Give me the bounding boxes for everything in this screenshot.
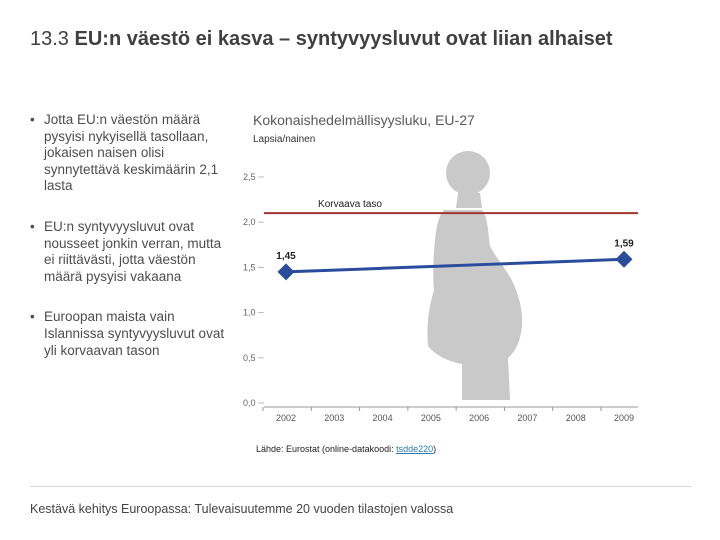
y-axis-unit: Lapsia/nainen [253,134,316,145]
silhouette-arm [433,216,448,292]
chart-title: Kokonaishedelmällisyysluku, EU-27 [253,112,475,128]
bullet-item: • Jotta EU:n väestön määrä pysyisi nykyi… [30,112,230,195]
data-label: 1,45 [276,251,296,262]
bullet-item: • EU:n syntyvyysluvut ovat nousseet jonk… [30,219,230,285]
source-prefix: Lähde: Eurostat (online-datakoodi: [256,444,397,454]
bullet-text: EU:n syntyvyysluvut ovat nousseet jonkin… [44,218,222,284]
x-axis: 2002 2003 2004 2005 2006 2007 2008 2009 [262,406,638,423]
silhouette-body [427,210,523,400]
data-label: 1,59 [614,238,634,249]
y-tick-label: 1,5 [243,262,256,272]
x-tick-label: 2004 [373,413,393,423]
y-tick-label: 0,0 [243,398,256,408]
slide-title: 13.3 EU:n väestö ei kasva – syntyvyysluv… [30,26,690,52]
y-tick-label: 1,0 [243,308,256,318]
fertility-chart: 0,00,51,01,52,02,5 2002 2003 2004 2005 2006 2… [243,151,638,423]
series-endpoint-marker [277,263,295,281]
footer-divider [30,486,692,487]
x-tick-label: 2008 [566,413,586,423]
source-code-link[interactable]: tsdde220 [396,444,434,454]
y-tick-label: 2,5 [243,172,256,182]
x-tick-label: 2007 [517,413,537,423]
x-tick-label: 2009 [614,413,634,423]
y-tick-label: 0,5 [243,353,256,363]
x-tick-label: 2005 [421,413,441,423]
bullet-item: • Euroopan maista vain Islannissa syntyv… [30,309,230,359]
pregnant-woman-silhouette [427,151,523,400]
reference-line-label: Korvaava taso [318,199,382,210]
x-tick-label: 2003 [324,413,344,423]
series-endpoint-marker [615,250,633,268]
footer-text: Kestävä kehitys Euroopassa: Tulevaisuute… [30,502,454,516]
bullet-text: Jotta EU:n väestön määrä pysyisi nykyise… [44,112,219,194]
x-tick-label: 2002 [276,413,296,423]
silhouette-head [446,151,490,195]
source-note: Lähde: Eurostat (online-datakoodi: tsdde… [256,444,436,454]
bullet-list: • Jotta EU:n väestön määrä pysyisi nykyi… [30,112,230,371]
slide-number: 13.3 [30,28,69,50]
bullet-dot: • [30,309,35,325]
bullet-dot: • [30,218,35,234]
series-line [285,257,625,274]
bullet-text: Euroopan maista vain Islannissa syntyvyy… [44,309,225,358]
silhouette-neck [456,193,482,208]
reference-line-group: Korvaava taso [264,199,638,215]
source-suffix: ) [433,444,437,454]
y-tick-label: 2,0 [243,217,256,227]
x-tick-label: 2006 [469,413,489,423]
y-axis-ticks: 0,0 0,5 1,0 1,5 2,0 2,5 [243,172,264,408]
bullet-dot: • [30,112,35,127]
series-group: 1,45 1,59 [276,238,634,281]
slide-heading: EU:n väestö ei kasva – syntyvyysluvut ov… [74,28,613,50]
